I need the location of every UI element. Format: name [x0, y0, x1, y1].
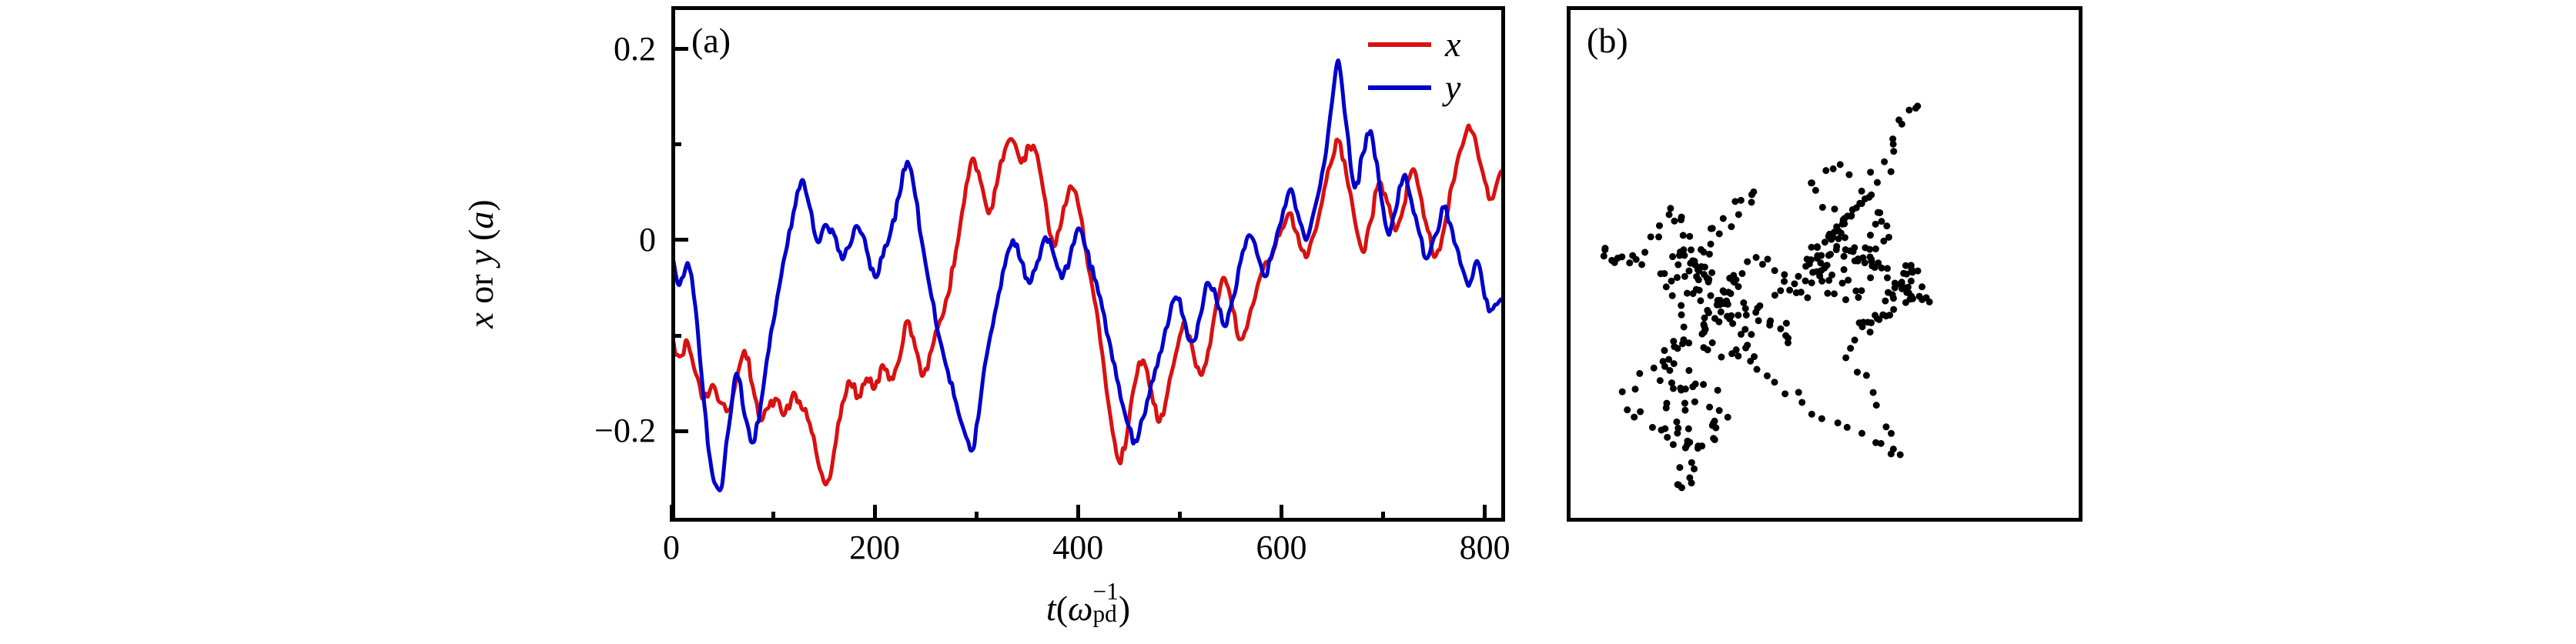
y-axis-tick	[671, 47, 688, 52]
xlabel-t: t	[1045, 589, 1056, 629]
x-axis-tick	[771, 512, 775, 522]
legend-label-x: x	[1445, 25, 1461, 64]
legend-swatch-y	[1368, 85, 1431, 90]
y-axis-tick	[671, 333, 681, 338]
x-tick-label: 800	[1459, 529, 1510, 566]
ylabel-x: x	[461, 312, 500, 329]
legend: x y	[1368, 23, 1476, 109]
x-axis-tick	[1279, 505, 1283, 522]
panel-a-plot-area	[671, 6, 1505, 522]
ylabel-or: or	[461, 274, 500, 304]
x-axis-tick	[1381, 512, 1385, 522]
legend-label-y: y	[1445, 68, 1461, 107]
x-axis-tick	[974, 512, 979, 522]
xlabel-paren-close: )	[1118, 589, 1131, 629]
x-tick-label: 400	[1052, 529, 1104, 566]
xlabel-superscript: −1	[1092, 578, 1119, 605]
ylabel-y: y	[461, 249, 500, 265]
x-axis-tick	[669, 505, 674, 522]
legend-swatch-x	[1368, 42, 1431, 47]
xlabel-omega: ω	[1068, 589, 1093, 629]
x-tick-label: 0	[663, 529, 680, 566]
panel-a-frame	[671, 6, 1505, 522]
xlabel-subscript: pd	[1092, 599, 1117, 627]
ylabel-a: a	[461, 211, 500, 229]
x-tick-label: 600	[1256, 529, 1307, 566]
x-axis-tick	[1177, 512, 1182, 522]
y-axis-label: x or y (a)	[461, 199, 500, 329]
panel-a: (a) x y	[669, 6, 1505, 522]
y-axis-tick	[671, 238, 688, 242]
y-tick-label: 0.2	[614, 29, 656, 68]
series-line-y	[671, 58, 1504, 492]
scatter-points	[1600, 102, 1933, 492]
x-axis-tick	[1483, 505, 1487, 522]
ylabel-paren-open: (	[461, 229, 500, 241]
xlabel-paren-open: (	[1055, 589, 1069, 629]
panel-a-label: (a)	[691, 21, 731, 60]
y-tick-label: −0.2	[594, 412, 656, 450]
x-axis-tick	[872, 505, 877, 522]
y-axis-tick	[671, 429, 688, 433]
x-axis-tick	[1076, 505, 1080, 522]
ylabel-paren-close: )	[461, 199, 500, 212]
legend-item-x: x	[1368, 23, 1476, 66]
panel-b-label: (b)	[1587, 21, 1628, 60]
x-tick-label: 200	[849, 529, 901, 566]
y-axis-tick	[671, 142, 681, 147]
x-axis-label: t(ω −1 pd)	[671, 578, 1505, 629]
panel-b: (b)	[1567, 6, 2083, 522]
xlabel-omega-indices: −1 pd	[1092, 578, 1119, 627]
legend-item-y: y	[1368, 66, 1476, 109]
y-tick-labels: 0.2 0 −0.2	[0, 6, 656, 522]
panel-b-frame	[1567, 6, 2083, 522]
panel-b-plot-area	[1567, 6, 2083, 522]
y-tick-label: 0	[639, 220, 656, 259]
